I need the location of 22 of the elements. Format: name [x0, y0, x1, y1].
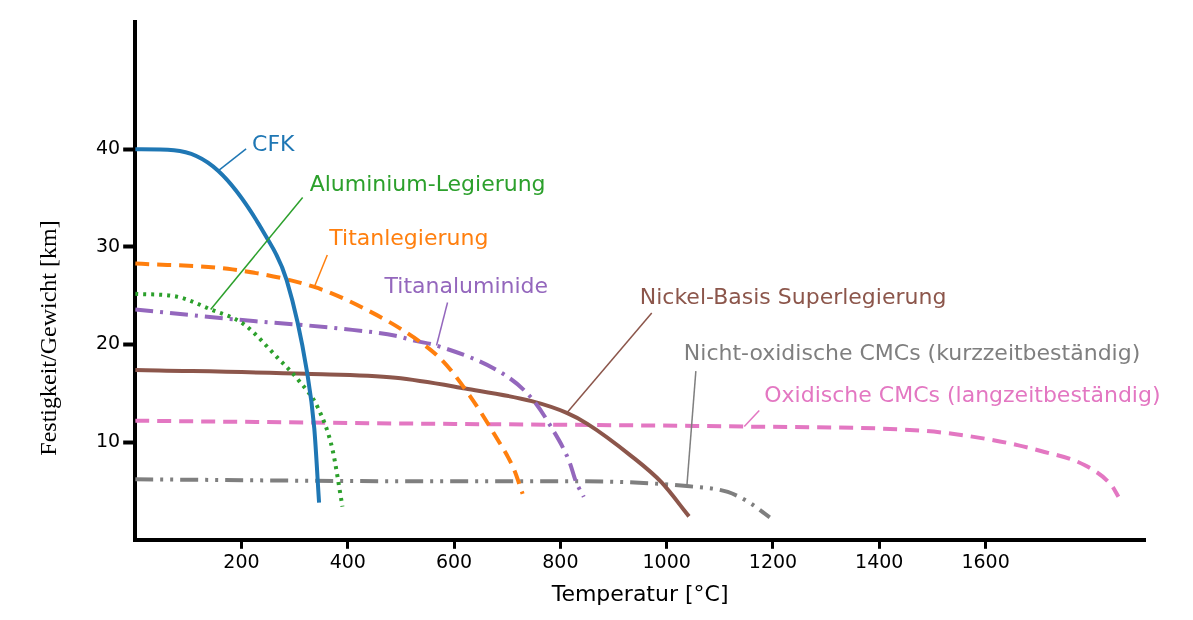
x-tick-label: 1000 — [642, 550, 691, 573]
text: Nickel-Basis Superlegierung — [639, 283, 947, 309]
x-tick-label: 400 — [329, 550, 366, 573]
series-label: Titanlegierung — [328, 224, 489, 250]
x-axis-title: Temperatur [°C] — [550, 580, 729, 606]
series-label: Titanaluminide — [383, 273, 549, 299]
x-tick-label: 800 — [542, 550, 579, 573]
line-series — [135, 307, 586, 499]
y-axis-title: Festigkeit/Gewicht [km] — [34, 220, 62, 456]
text: Nicht-oxidische CMCs (kurzzeitbeständig) — [683, 339, 1141, 365]
y-tick-label: 40 — [95, 136, 121, 159]
x-tick-label: 600 — [435, 550, 473, 573]
y-tick-label: 30 — [95, 233, 121, 256]
series-label: CFK — [252, 130, 296, 156]
y-tick-label: 10 — [95, 429, 121, 452]
x-tick-label: 200 — [223, 550, 260, 573]
y-tick-label: 20 — [95, 331, 121, 354]
x-tick-label: 1600 — [961, 550, 1010, 573]
series-label: Oxidische CMCs (langzeitbeständig) — [764, 382, 1161, 408]
text: Aluminium-Legierung — [309, 171, 546, 197]
x-tick-label: 1200 — [748, 550, 798, 573]
x-tick-label: 1400 — [855, 550, 904, 573]
